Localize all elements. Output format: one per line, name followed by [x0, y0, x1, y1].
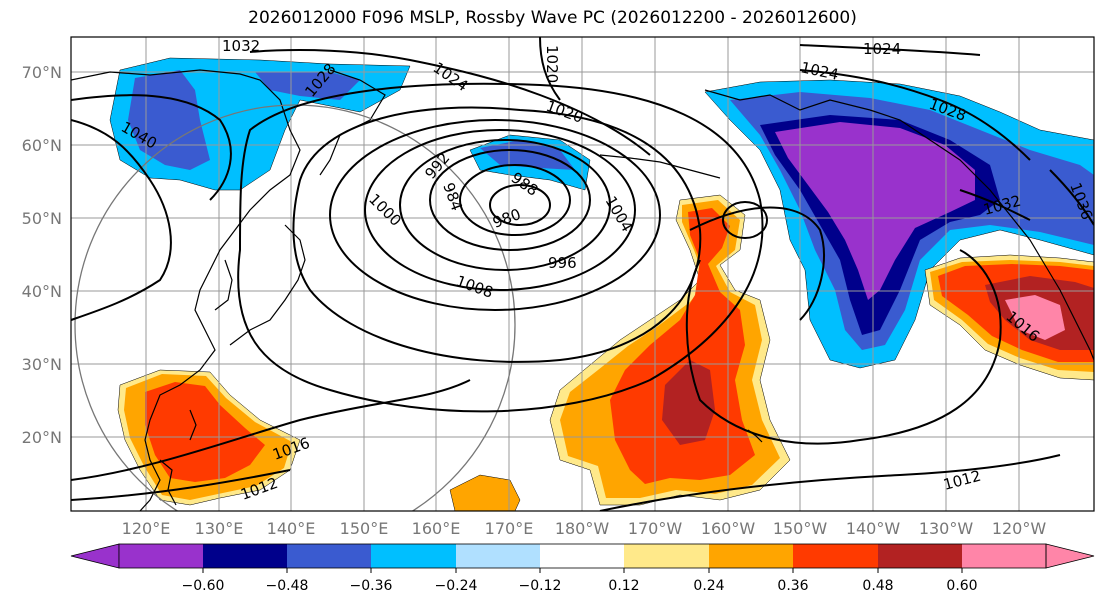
contour-label: 996	[548, 254, 577, 272]
lon-label: 170°E	[485, 519, 534, 538]
coast-japan	[229, 224, 306, 346]
lon-label: 130°W	[919, 519, 974, 538]
coast-aleutians	[599, 154, 721, 179]
colorbar-bin	[878, 544, 962, 568]
colorbar-extend-high	[1045, 543, 1095, 569]
anomaly-wp-orange	[449, 474, 521, 511]
lat-label: 20°N	[22, 428, 62, 447]
lon-label: 160°E	[412, 519, 461, 538]
anomaly-bering-blue	[480, 140, 575, 170]
coast-taiwan	[189, 409, 197, 441]
anomaly-plume-darkred	[662, 360, 715, 445]
colorbar-bin	[709, 544, 793, 568]
colorbar-bin	[119, 544, 203, 568]
coast-alaska	[704, 89, 1094, 361]
anomaly-alaska-purple	[775, 122, 975, 300]
lon-label: 120°E	[122, 519, 171, 538]
lon-label: 150°W	[773, 519, 828, 538]
colorbar-tick-label: 0.24	[693, 578, 724, 594]
contour-label: 1020	[543, 45, 561, 83]
colorbar: −0.60 −0.48 −0.36 −0.24 −0.12 0.12 0.24 …	[70, 543, 1095, 594]
colorbar-bin	[203, 544, 287, 568]
latitude-labels: 70°N 60°N 50°N 40°N 30°N 20°N	[22, 63, 62, 447]
colorbar-bin	[540, 544, 624, 568]
colorbar-bin	[456, 544, 540, 568]
range-circle	[74, 104, 516, 511]
colorbar-tick-label: 0.48	[862, 578, 893, 594]
coast-korea	[214, 259, 233, 311]
figure-title: 2026012000 F096 MSLP, Rossby Wave PC (20…	[248, 8, 857, 28]
lon-label: 140°E	[267, 519, 316, 538]
colorbar-tick-labels: −0.60 −0.48 −0.36 −0.24 −0.12 0.12 0.24 …	[182, 578, 978, 594]
coast-philippines	[159, 459, 177, 506]
colorbar-tick-label: −0.12	[519, 578, 562, 594]
lon-label: 160°W	[701, 519, 756, 538]
colorbar-tick-label: 0.60	[946, 578, 977, 594]
colorbar-tick-label: 0.36	[777, 578, 808, 594]
lat-label: 30°N	[22, 355, 62, 374]
map-frame	[70, 36, 1095, 512]
anomaly-ca-pink	[1005, 295, 1065, 340]
lat-label: 60°N	[22, 136, 62, 155]
lon-label: 170°W	[628, 519, 683, 538]
colorbar-tick-marks	[202, 568, 963, 573]
colorbar-tick-label: −0.60	[182, 578, 225, 594]
anomaly-shading	[109, 57, 1094, 511]
coastlines	[71, 69, 1094, 511]
colorbar-tick-label: −0.24	[435, 578, 478, 594]
colorbar-bin	[624, 544, 709, 568]
colorbar-tick-label: −0.48	[266, 578, 309, 594]
coast-asia	[71, 69, 301, 511]
colorbar-bin	[793, 544, 878, 568]
colorbar-frame	[118, 543, 1047, 569]
lon-label: 130°E	[195, 519, 244, 538]
lon-label: 180°W	[555, 519, 610, 538]
colorbar-bin	[287, 544, 371, 568]
colorbar-extend-low	[70, 543, 120, 569]
longitude-labels: 120°E 130°E 140°E 150°E 160°E 170°E 180°…	[122, 519, 1047, 538]
colorbar-tick-label: −0.36	[350, 578, 393, 594]
coast-kamchatka	[319, 69, 386, 176]
contour-label: 1024	[863, 40, 901, 58]
colorbar-bin	[371, 544, 456, 568]
lon-label: 120°W	[992, 519, 1047, 538]
colorbar-bin	[962, 544, 1046, 568]
lat-label: 50°N	[22, 209, 62, 228]
mslp-contours	[71, 37, 1094, 511]
lat-label: 40°N	[22, 282, 62, 301]
anomaly-siberia-blue2	[255, 72, 360, 100]
lon-label: 140°W	[846, 519, 901, 538]
lon-label: 150°E	[340, 519, 389, 538]
lat-label: 70°N	[22, 63, 62, 82]
contour-label: 1032	[222, 37, 260, 55]
colorbar-tick-label: 0.12	[608, 578, 639, 594]
